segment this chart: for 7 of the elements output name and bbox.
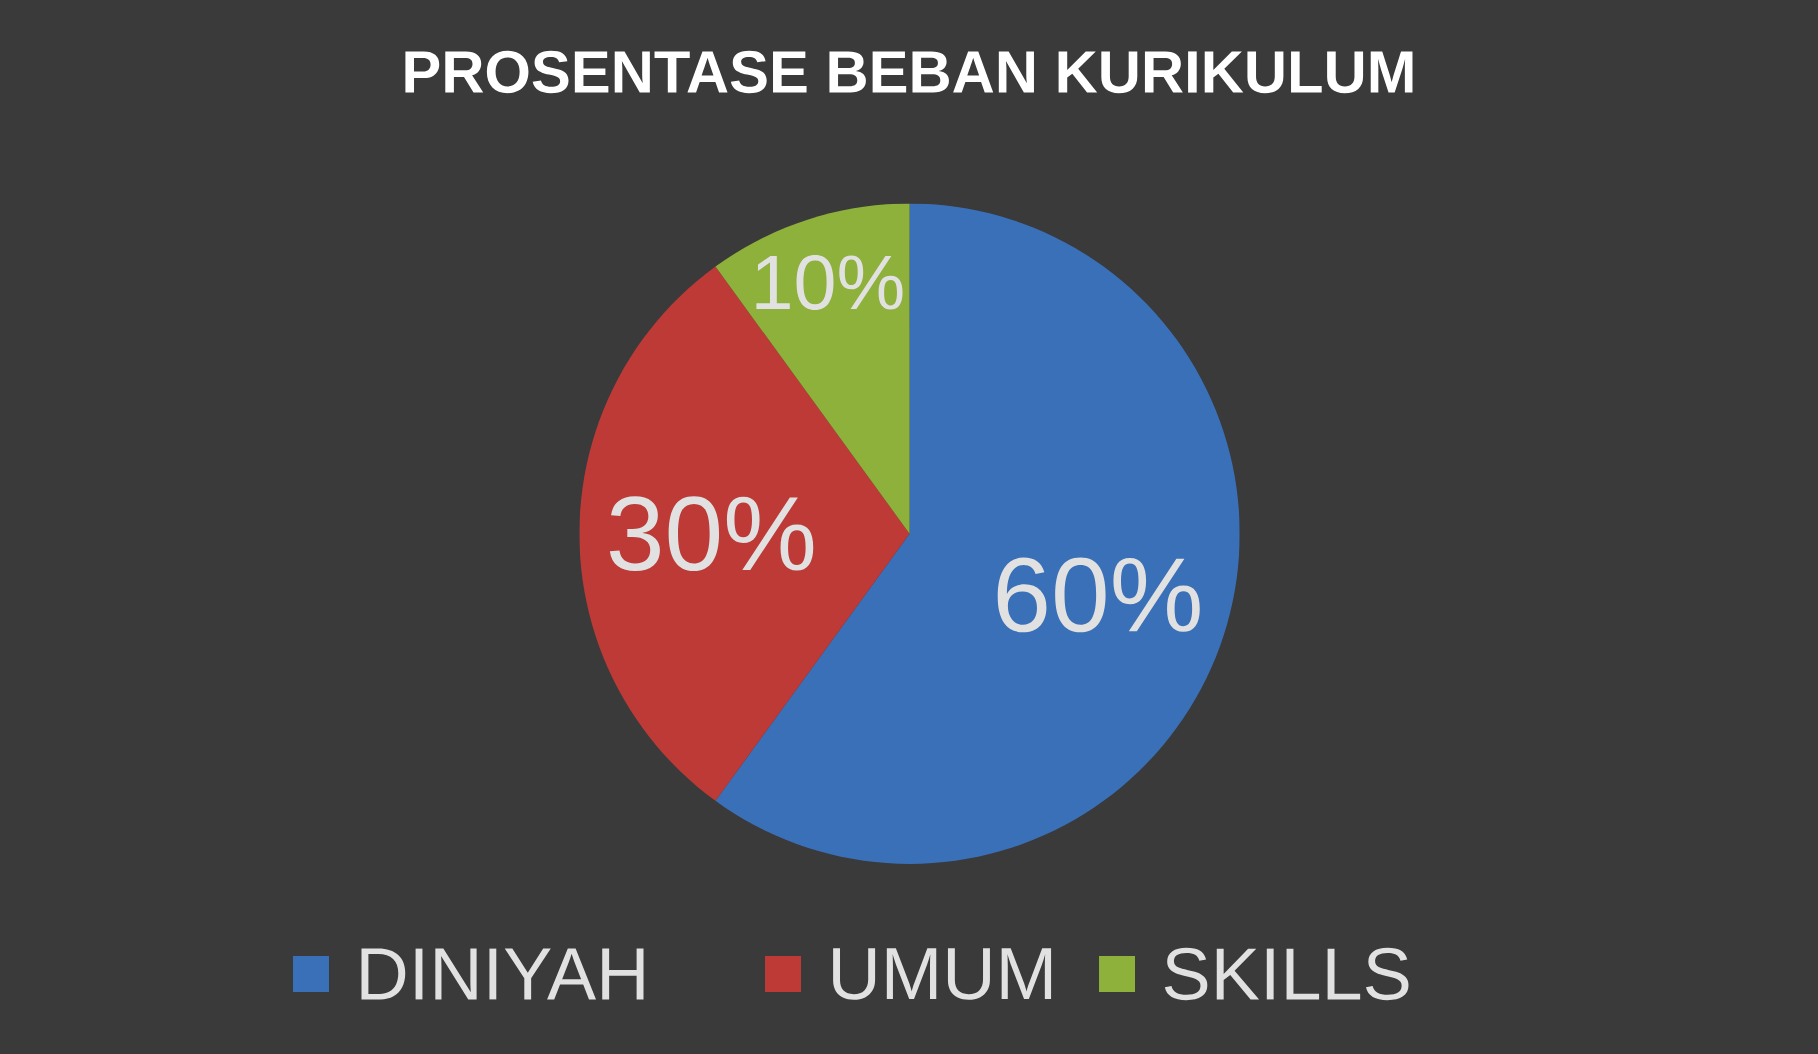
legend-label: SKILLS xyxy=(1164,947,1409,1001)
legend-label: DINIYAH xyxy=(361,948,644,1000)
chart-title: PROSENTASE BEBAN KURIKULUM xyxy=(405,50,1413,94)
data-label: 30% xyxy=(609,496,814,572)
data-label: 60% xyxy=(997,557,1200,633)
legend-label: UMUM xyxy=(833,948,1052,1000)
data-label: 10% xyxy=(756,255,903,310)
